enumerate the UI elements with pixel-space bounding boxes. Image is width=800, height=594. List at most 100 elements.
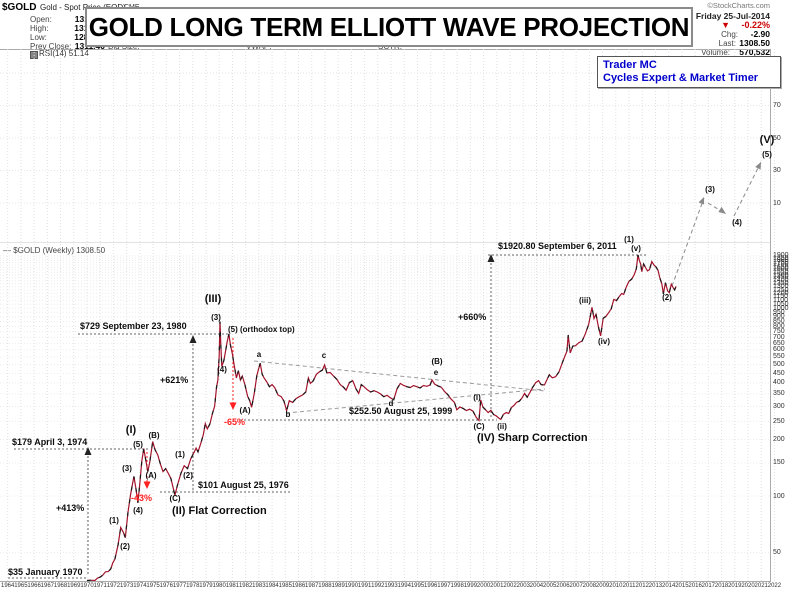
y-axis-tick-label: 750 <box>773 328 785 336</box>
up-arrow-icon <box>487 254 495 262</box>
y-axis-tick-label: 150 <box>773 459 785 467</box>
y-axis-tick-label: 1350 <box>773 280 789 288</box>
arrowhead-icon <box>755 162 761 170</box>
chart-annotation: (2) <box>120 542 130 551</box>
year-label: 1973 <box>119 583 134 589</box>
chart-annotation: (III) <box>204 293 222 305</box>
volume-value: 570,532 <box>739 47 770 57</box>
y-axis-tick-label: 1600 <box>773 266 789 274</box>
ticker-symbol: $GOLD <box>2 2 37 13</box>
y-axis-tick-label: 1700 <box>773 261 789 269</box>
y-axis-tick-label: 50 <box>773 134 781 142</box>
year-label: 1969 <box>67 583 81 589</box>
chart-annotation: (5) <box>133 440 143 449</box>
chart-annotation: -65% <box>224 417 246 427</box>
year-label: 2007 <box>569 583 583 589</box>
chg-label: Chg: <box>721 30 738 39</box>
year-label: 1996 <box>424 583 438 589</box>
year-label: 1971 <box>93 583 107 589</box>
chart-annotation: c <box>321 351 327 360</box>
y-axis-tick-label: 1550 <box>773 268 789 276</box>
y-axis-tick-label: 1300 <box>773 283 789 291</box>
y-axis-tick-label: 30 <box>773 167 781 174</box>
y-axis-tick-label: 1050 <box>773 300 789 308</box>
price-series <box>86 254 677 582</box>
year-label: 2004 <box>529 583 544 589</box>
year-label: 1981 <box>225 583 240 589</box>
rsi-legend: RSI(14) 51.14 <box>39 49 89 58</box>
projection-arrow-wave5 <box>733 161 762 217</box>
chart-annotation: (I) <box>125 424 137 436</box>
year-label: 2005 <box>543 583 557 589</box>
chart-annotation: (iii) <box>579 296 591 305</box>
year-label: 2011 <box>622 583 636 589</box>
high-label: High: <box>30 24 49 33</box>
year-label: 1975 <box>146 583 160 589</box>
chart-annotation: (4) <box>133 506 143 515</box>
watermark-line1: Trader MC <box>603 59 657 71</box>
chart-annotation: b <box>285 410 291 419</box>
y-axis-tick-label: 800 <box>773 322 785 330</box>
y-axis-tick-label: 1750 <box>773 259 789 267</box>
year-label: 2001 <box>490 583 504 589</box>
chart-annotation: (2) <box>662 293 672 302</box>
chart-annotation: (ii) <box>497 422 507 431</box>
y-axis-tick-label: 1650 <box>773 263 789 271</box>
low-label: Low: <box>30 33 47 42</box>
chart-annotation: (5) (orthodox top) <box>228 325 295 334</box>
chart-bottom-border <box>0 581 771 582</box>
panel-divider <box>0 242 771 243</box>
year-label: 1998 <box>450 583 464 589</box>
y-axis-tick-label: 950 <box>773 308 785 316</box>
grid-lines <box>0 49 775 581</box>
year-label: 2009 <box>595 583 610 589</box>
year-label: 2003 <box>516 583 530 589</box>
chart-annotation: (A) <box>145 471 157 480</box>
year-label: 2000 <box>476 583 491 589</box>
chart-annotation: (i) <box>473 393 481 402</box>
chart-annotation: (3) <box>211 313 221 322</box>
chart-annotation: (5) <box>762 150 772 159</box>
year-label: 2022 <box>767 583 782 589</box>
y-axis-tick-label: 50 <box>773 549 781 557</box>
up-arrow-icon <box>84 447 92 455</box>
last-value: 1308.50 <box>739 38 770 48</box>
year-label: 2014 <box>661 583 676 589</box>
y-axis-tick-label: 1000 <box>773 304 789 312</box>
chart-annotation: $252.50 August 25, 1999 <box>349 406 453 416</box>
year-label: 1992 <box>371 583 385 589</box>
year-label: 2013 <box>648 583 663 589</box>
year-label: 1994 <box>397 583 411 589</box>
chart-annotation: (II) Flat Correction <box>172 505 267 517</box>
y-axis-tick-label: 700 <box>773 333 785 341</box>
chart-annotation: +660% <box>458 312 487 322</box>
chart-annotation: d <box>388 399 394 408</box>
arrowhead-icon <box>718 206 726 214</box>
chart-annotation: (A) <box>239 406 251 415</box>
year-label: 1972 <box>106 583 121 589</box>
year-label: 2020 <box>741 583 755 589</box>
chart-annotation: $729 September 23, 1980 <box>80 321 187 331</box>
year-label: 1999 <box>463 583 478 589</box>
year-label: 1986 <box>291 583 306 589</box>
chart-annotation: +621% <box>160 375 189 385</box>
year-label: 1985 <box>278 583 292 589</box>
measurement-lines <box>8 161 762 579</box>
chart-title: GOLD LONG TERM ELLIOTT WAVE PROJECTION <box>88 11 690 42</box>
y-axis-tick-label: 850 <box>773 317 785 325</box>
down-arrow-icon <box>143 481 151 489</box>
projection-arrow-wave3 <box>671 197 705 287</box>
last-label: Last: <box>718 39 736 48</box>
year-label: 1978 <box>186 583 200 589</box>
year-label: 2008 <box>582 583 597 589</box>
y-axis-tick-label: 900 <box>773 313 785 321</box>
year-label: 1997 <box>437 583 451 589</box>
chart-top-border <box>0 49 771 50</box>
year-label: 1977 <box>172 583 187 589</box>
chart-annotation: (2) <box>183 471 193 480</box>
y-axis-tick-label: 300 <box>773 402 785 410</box>
y-axis-tick-label: 250 <box>773 417 785 425</box>
y-axis-tick-label: 1800 <box>773 256 789 264</box>
